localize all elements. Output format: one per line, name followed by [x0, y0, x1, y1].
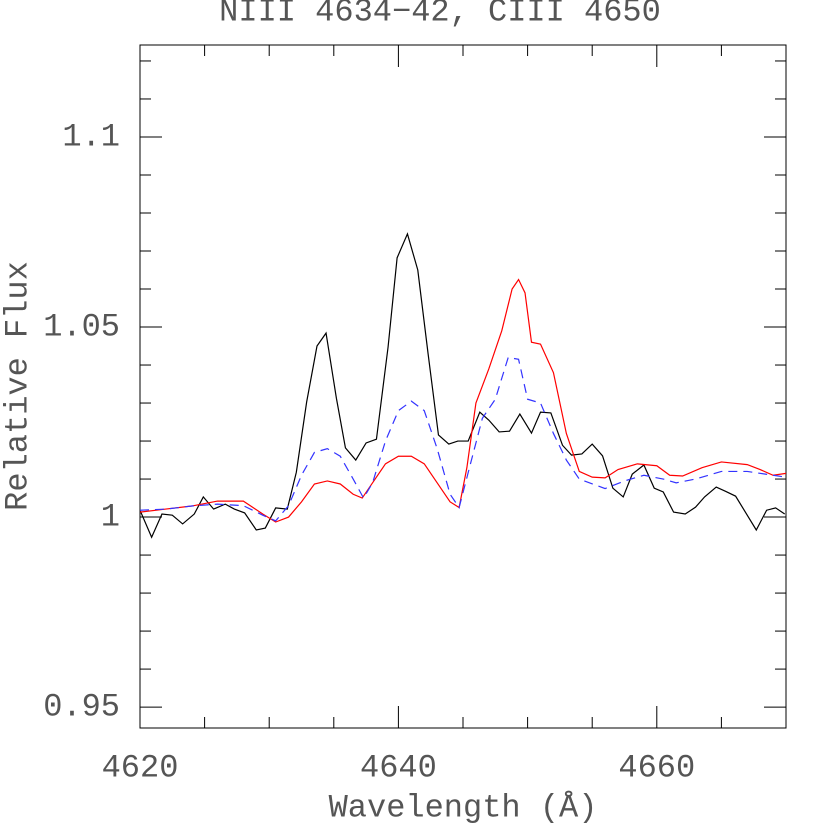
series-line	[140, 278, 786, 523]
series-line	[140, 232, 786, 539]
y-tick-label: 0.95	[43, 689, 120, 726]
series-line	[140, 356, 786, 522]
y-tick-label: 1.1	[62, 118, 120, 155]
x-tick-label: 4640	[360, 749, 437, 786]
x-tick-label: 4620	[102, 749, 179, 786]
plot-frame	[139, 44, 787, 729]
chart-title: NIII 4634−42, CIII 4650	[219, 0, 661, 30]
y-axis-label: Relative Flux	[0, 261, 36, 511]
x-axis-label: Wavelength (Å)	[329, 789, 598, 826]
x-tick-label: 4660	[618, 749, 695, 786]
y-tick-label: 1.05	[43, 308, 120, 345]
y-tick-label: 1	[101, 499, 120, 536]
